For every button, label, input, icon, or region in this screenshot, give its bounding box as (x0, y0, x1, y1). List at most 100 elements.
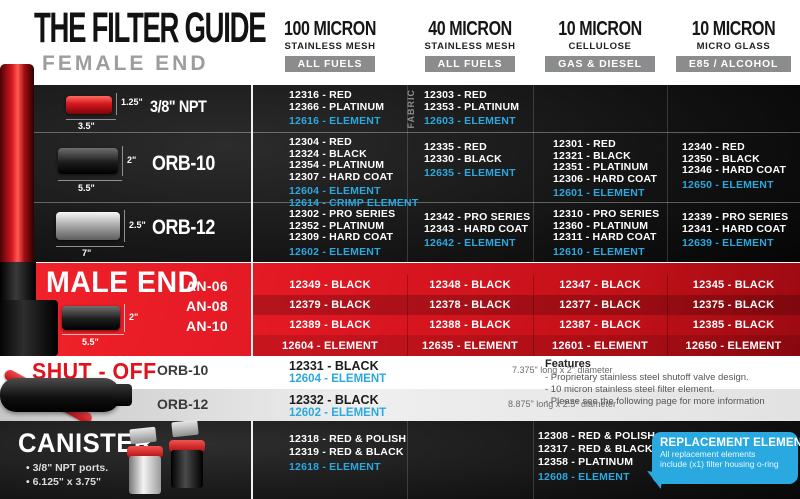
element-part-number: 12608 - ELEMENT (538, 471, 630, 483)
column-fuel-badge: E85 / ALCOHOL (675, 56, 792, 72)
elements-list: 12618 - ELEMENT (289, 461, 406, 474)
dimension-line (122, 146, 123, 176)
column-divider (667, 85, 668, 262)
male-element-row: 12604 - ELEMENT 12635 - ELEMENT 12601 - EL… (253, 335, 800, 356)
feature-item: - Please see the following page for more… (545, 396, 765, 407)
dimension-length: 5.5" (82, 337, 99, 347)
column-micron-label: 10 MICRON (691, 18, 776, 40)
element-part-number: 12601 - ELEMENT (553, 187, 645, 199)
elements-list: 12639 - ELEMENT (682, 237, 788, 250)
row-label-npt: 3/8" NPT (150, 97, 207, 116)
part-number: 12378 - BLACK (429, 299, 511, 311)
element-part-number: 12601 - ELEMENT (552, 339, 648, 352)
element-part-number: 12614 - CRIMP ELEMENT (289, 196, 419, 209)
row-label-shutoff-orb12: ORB-12 (157, 396, 209, 412)
male-filter-illustration (62, 306, 120, 330)
part-number: 12303 - RED (424, 89, 487, 101)
column-header-40-micron: 40 MICRON STAINLESS MESH ALL FUELS (407, 18, 533, 72)
male-end-section (0, 262, 800, 357)
part-number: 12342 - PRO SERIES (424, 211, 531, 223)
parts-cell: 12335 - RED 12330 - BLACK 12635 - ELEMENT (424, 141, 516, 180)
orb10-filter-illustration (58, 148, 118, 174)
part-number: 12352 - PLATINUM (289, 219, 385, 232)
part-number: 12332 - BLACK (289, 393, 379, 407)
element-part-number: 12618 - ELEMENT (289, 461, 381, 473)
parts-cell: 12339 - PRO SERIES 12341 - HARD COAT 1263… (682, 211, 788, 250)
column-micron-label: 100 MICRON (283, 18, 377, 40)
parts-cell: 12340 - RED 12350 - BLACK 12346 - HARD COA… (682, 141, 787, 191)
page-title: THE FILTER GUIDE (34, 4, 267, 52)
elements-list: 12608 - ELEMENT (538, 471, 655, 484)
feature-item: - Proprietary stainless steel shutoff va… (545, 372, 749, 383)
element-part-number: 12650 - ELEMENT (685, 339, 782, 352)
feature-item: - 10 micron stainless steel filter eleme… (545, 384, 715, 395)
bullet-item: • 6.125" x 3.75" (26, 476, 101, 488)
male-fitting-photo (0, 300, 58, 356)
bullet-item: • 3/8" NPT ports. (26, 462, 109, 474)
parts-list: 12340 - RED 12350 - BLACK 12346 - HARD COA… (682, 141, 787, 177)
column-media-label: MICRO GLASS (696, 41, 771, 52)
column-divider (533, 421, 534, 499)
element-part-number: 12650 - ELEMENT (682, 178, 774, 191)
part-number: 12346 - HARD COAT (682, 164, 787, 176)
canister-cap-illustration (127, 446, 163, 458)
parts-list: 12304 - RED 12324 - BLACK 12354 - PLATINUM… (289, 136, 418, 183)
part-number: 12358 - PLATINUM (538, 456, 634, 468)
part-number: 12324 - BLACK (289, 147, 367, 160)
part-number: 12388 - BLACK (429, 319, 511, 331)
dimension-height: 2" (127, 155, 137, 165)
canister-cap-illustration (169, 440, 205, 452)
features-heading: Features (545, 358, 591, 370)
part-number: 12316 - RED (289, 89, 352, 101)
part-number: 12366 - PLATINUM (289, 100, 385, 113)
shut-off-row-orb12-background (0, 389, 800, 421)
parts-cell: 12342 - PRO SERIES 12343 - HARD COAT 1264… (424, 211, 531, 250)
element-part-number: 12602 - ELEMENT (289, 407, 387, 419)
part-number: 12311 - HARD COAT (553, 231, 657, 243)
elements-list: 12604 - ELEMENT 12614 - CRIMP ELEMENT (289, 185, 419, 209)
column-fuel-badge: ALL FUELS (284, 56, 376, 72)
dimension-note: 8.875" long x 2.5" diameter (508, 399, 616, 409)
parts-list: 12301 - RED 12321 - BLACK 12351 - PLATINUM… (553, 138, 657, 185)
parts-list: 12342 - PRO SERIES 12343 - HARD COAT (424, 211, 531, 235)
part-number: 12389 - BLACK (289, 319, 371, 331)
dimension-height: 1.25" (121, 97, 143, 107)
part-number: 12351 - PLATINUM (553, 161, 649, 173)
elements-list: 12601 - ELEMENT (553, 187, 657, 200)
element-part-number: 12616 - ELEMENT (289, 115, 381, 127)
dimension-line (124, 210, 125, 242)
male-row-an10: 12389 - BLACK 12388 - BLACK 12387 - BLACK 1… (253, 315, 800, 335)
column-micron-label: 10 MICRON (558, 18, 642, 40)
dimension-line (66, 119, 116, 120)
column-divider (407, 275, 408, 356)
element-part-number: 12604 - ELEMENT (289, 373, 387, 385)
part-number: 12387 - BLACK (559, 319, 641, 331)
label-column-divider (251, 421, 253, 499)
parts-list: 12335 - RED 12330 - BLACK (424, 141, 516, 165)
parts-list: 12308 - RED & POLISH 12317 - RED & BLACK 1… (538, 430, 655, 469)
part-number: 12347 - BLACK (559, 279, 641, 291)
dimension-length: 7" (82, 248, 92, 258)
dimension-note: 7.375" long x 2" diameter (512, 365, 613, 375)
callout-title: REPLACEMENT ELEMENTS (660, 437, 800, 449)
part-number: 12377 - BLACK (559, 299, 641, 311)
part-number: 12301 - RED (553, 138, 616, 150)
element-part-number: 12610 - ELEMENT (553, 245, 645, 258)
red-filter-photo (0, 64, 34, 262)
elements-list: 12642 - ELEMENT (424, 237, 530, 250)
callout-text: All replacement elements (660, 449, 756, 459)
dimension-line (58, 180, 122, 181)
part-number: 12348 - BLACK (429, 279, 511, 291)
canister-black-photo (171, 450, 203, 488)
row-label-shutoff-orb10: ORB-10 (157, 362, 209, 378)
orb12-filter-illustration (56, 212, 120, 240)
part-number: 12350 - BLACK (682, 152, 760, 165)
column-header-10-micron-micro-glass: 10 MICRON MICRO GLASS E85 / ALCOHOL (667, 18, 800, 72)
elements-row: 12604 - ELEMENT 12635 - ELEMENT 12601 - EL… (253, 335, 800, 356)
column-divider (533, 275, 534, 356)
element-part-number: 12635 - ELEMENT (424, 167, 516, 179)
elements-list: 12616 - ELEMENT (289, 115, 384, 128)
parts-row: 12379 - BLACK 12378 - BLACK 12377 - BLACK 1… (253, 295, 800, 315)
part-number: 12341 - HARD COAT (682, 222, 787, 235)
column-fuel-badge: GAS & DIESEL (545, 56, 655, 72)
